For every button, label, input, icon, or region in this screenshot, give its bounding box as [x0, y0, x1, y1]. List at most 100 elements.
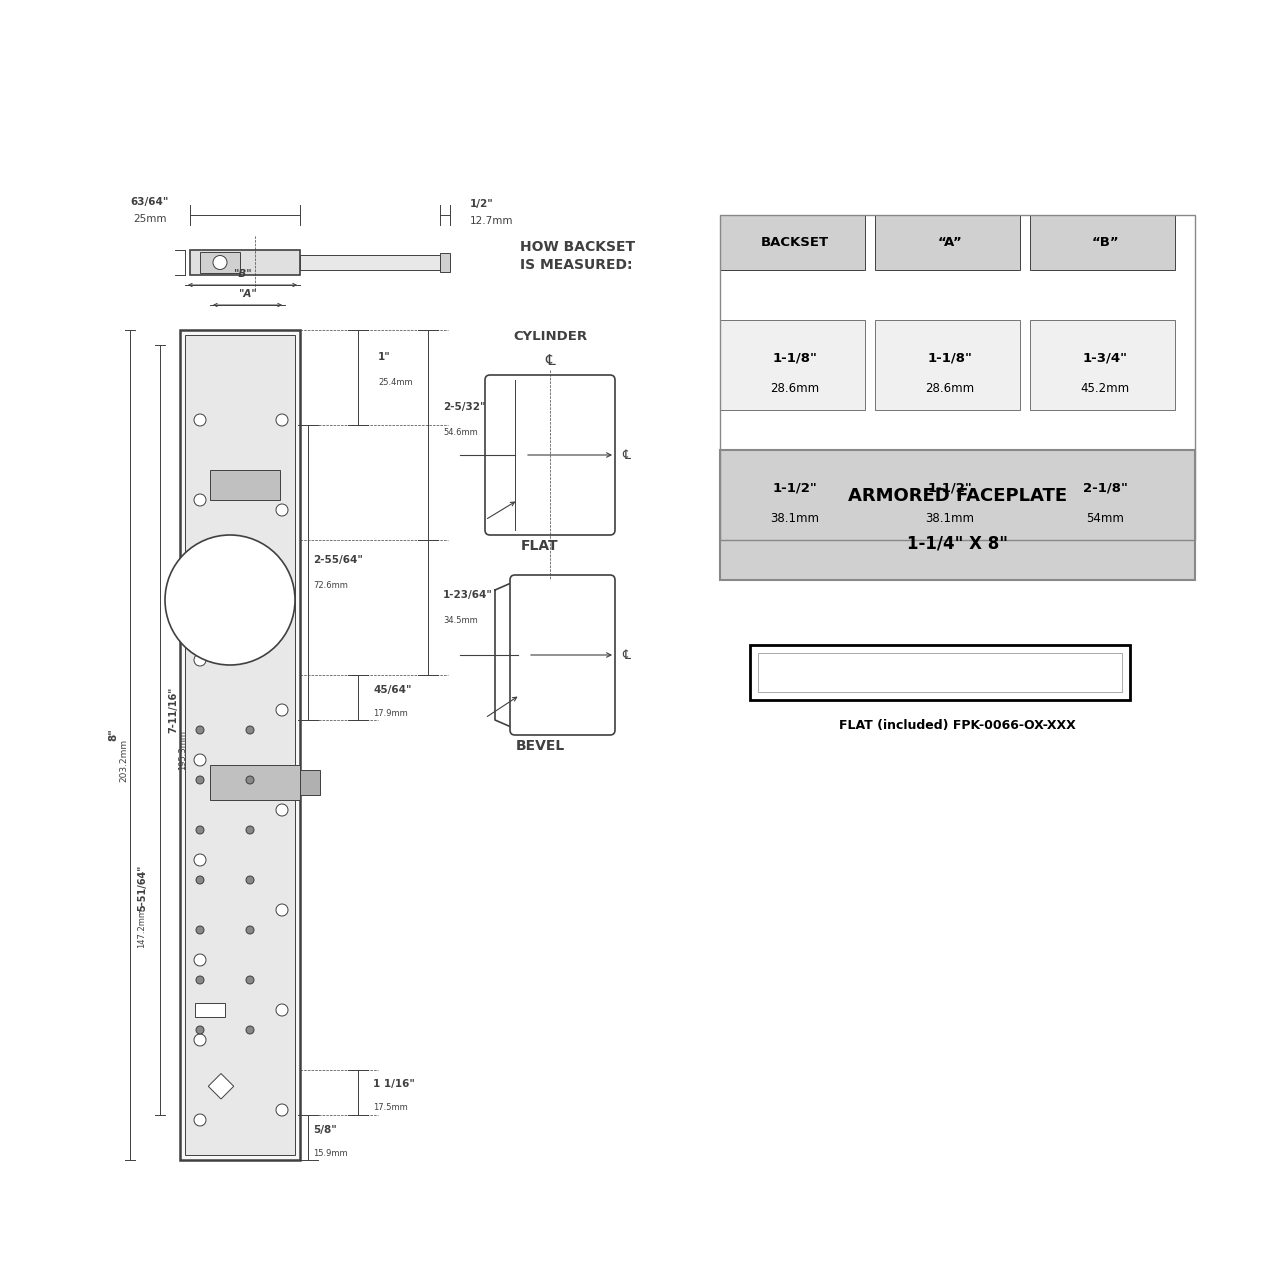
Text: “B”: “B” [1091, 236, 1119, 250]
Text: "B": "B" [233, 269, 252, 279]
Circle shape [212, 256, 227, 270]
FancyBboxPatch shape [509, 575, 614, 735]
Bar [440, 253, 451, 273]
Text: 203.2mm: 203.2mm [119, 739, 128, 782]
Bar [200, 252, 241, 273]
Text: CYLINDER: CYLINDER [513, 330, 588, 343]
Circle shape [276, 704, 288, 716]
Polygon shape [495, 580, 611, 730]
Text: 63/64": 63/64" [131, 197, 169, 207]
Circle shape [196, 726, 204, 733]
Circle shape [195, 573, 206, 586]
Text: 12.7mm: 12.7mm [470, 216, 513, 227]
Circle shape [195, 1114, 206, 1126]
Bar [180, 330, 300, 1160]
Text: 34.5mm: 34.5mm [443, 616, 477, 625]
Text: 1-1/2": 1-1/2" [928, 481, 973, 494]
Bar [876, 320, 1020, 410]
Text: 1-1/8": 1-1/8" [773, 352, 818, 365]
Bar [758, 653, 1123, 692]
Bar [210, 470, 280, 500]
Text: ℄: ℄ [545, 353, 554, 369]
Text: 5/8": 5/8" [314, 1125, 337, 1134]
Circle shape [195, 654, 206, 666]
Bar [721, 451, 1196, 580]
Circle shape [195, 754, 206, 765]
Circle shape [276, 413, 288, 426]
Bar [721, 451, 865, 540]
Circle shape [276, 1004, 288, 1016]
Text: HOW BACKSET
IS MEASURED:: HOW BACKSET IS MEASURED: [520, 241, 635, 273]
Circle shape [196, 975, 204, 984]
Text: 17.9mm: 17.9mm [372, 709, 408, 718]
Text: 2-55/64": 2-55/64" [314, 554, 362, 564]
Bar [210, 765, 300, 800]
Circle shape [165, 535, 294, 666]
Text: 25mm: 25mm [133, 214, 166, 224]
Circle shape [246, 975, 253, 984]
Circle shape [196, 925, 204, 934]
Circle shape [195, 1034, 206, 1046]
Text: 17.5mm: 17.5mm [372, 1103, 408, 1112]
Bar [750, 645, 1130, 700]
Text: 1-1/8": 1-1/8" [928, 352, 973, 365]
Text: BEVEL: BEVEL [516, 739, 564, 753]
Bar [195, 1004, 225, 1018]
Text: BACKSET: BACKSET [760, 236, 829, 250]
Circle shape [195, 494, 206, 506]
Text: 15.9mm: 15.9mm [314, 1148, 348, 1157]
Text: FLAT (included) FPK-0066-OX-XXX: FLAT (included) FPK-0066-OX-XXX [840, 718, 1076, 731]
Text: 1-1/4" X 8": 1-1/4" X 8" [908, 535, 1009, 553]
Bar [300, 771, 320, 795]
Circle shape [246, 1027, 253, 1034]
Circle shape [246, 776, 253, 783]
Circle shape [276, 604, 288, 616]
Text: ℄: ℄ [622, 448, 630, 462]
Bar [209, 1074, 234, 1100]
Text: 1-23/64": 1-23/64" [443, 590, 493, 599]
Text: 1-1/2": 1-1/2" [773, 481, 818, 494]
Circle shape [276, 804, 288, 817]
Bar [721, 215, 865, 270]
Text: 7-11/16": 7-11/16" [168, 687, 178, 733]
Bar [876, 215, 1020, 270]
Text: FLAT: FLAT [521, 539, 559, 553]
Text: 38.1mm: 38.1mm [771, 512, 819, 525]
Text: 8": 8" [108, 728, 118, 741]
Text: 1 1/16": 1 1/16" [372, 1079, 415, 1089]
Circle shape [246, 876, 253, 884]
Circle shape [246, 826, 253, 835]
Circle shape [195, 854, 206, 867]
Text: 25.4mm: 25.4mm [378, 378, 412, 387]
Bar [1030, 215, 1175, 270]
Bar [1030, 451, 1175, 540]
Text: 2-5/32": 2-5/32" [443, 402, 485, 412]
Circle shape [195, 954, 206, 966]
Text: 54.6mm: 54.6mm [443, 428, 477, 436]
Circle shape [276, 904, 288, 916]
Text: 72.6mm: 72.6mm [314, 581, 348, 590]
Text: "A": "A" [238, 289, 257, 300]
Text: 38.1mm: 38.1mm [925, 512, 974, 525]
Text: 45.2mm: 45.2mm [1080, 381, 1129, 394]
Bar [721, 320, 865, 410]
Circle shape [196, 1027, 204, 1034]
Bar [876, 451, 1020, 540]
Text: “A”: “A” [938, 236, 963, 250]
Text: 2-1/8": 2-1/8" [1083, 481, 1128, 494]
Bar [1030, 320, 1175, 410]
Text: 5-51/64": 5-51/64" [137, 864, 147, 910]
Bar [721, 215, 1196, 540]
Text: 1/2": 1/2" [470, 198, 494, 209]
Circle shape [246, 925, 253, 934]
Text: ARMORED FACEPLATE: ARMORED FACEPLATE [847, 486, 1068, 504]
Circle shape [276, 504, 288, 516]
Text: ℄: ℄ [622, 649, 630, 662]
Circle shape [196, 776, 204, 783]
Circle shape [195, 413, 206, 426]
Circle shape [246, 726, 253, 733]
Text: 147.2mm: 147.2mm [137, 908, 146, 947]
FancyBboxPatch shape [485, 375, 614, 535]
Text: 1-3/4": 1-3/4" [1083, 352, 1128, 365]
Bar [186, 335, 294, 1155]
